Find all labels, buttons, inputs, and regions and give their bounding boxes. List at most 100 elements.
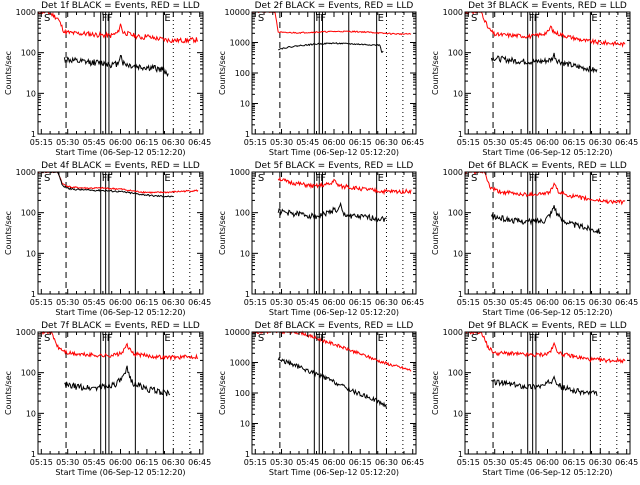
x-tick-label: 06:45	[401, 298, 424, 307]
y-tick-label: 1	[458, 450, 463, 459]
y-tick-label: 1000	[16, 8, 36, 17]
event-marker-label: F	[315, 13, 321, 24]
x-tick-label: 06:15	[349, 298, 372, 307]
event-marker-label: E	[378, 333, 384, 344]
y-axis-label: Counts/sec	[431, 371, 440, 415]
y-tick-label: 100	[448, 209, 463, 218]
x-tick-label: 05:45	[83, 458, 106, 467]
chart-title: Det 6f BLACK = Events, RED = LLD	[468, 161, 627, 171]
series-events-line	[490, 205, 601, 234]
x-axis-label: Start Time (06-Sep-12 05:12:20)	[482, 148, 612, 157]
y-tick-label: 10	[26, 89, 36, 98]
y-tick-label: 100	[21, 49, 36, 58]
y-tick-label: 100	[21, 369, 36, 378]
event-marker-label: E	[591, 13, 597, 24]
plot-frame	[251, 11, 417, 135]
x-tick-label: 06:15	[135, 138, 158, 147]
chart-title: Det 8f BLACK = Events, RED = LLD	[255, 321, 414, 331]
x-tick-label: 06:00	[536, 458, 559, 467]
chart-title: Det 4f BLACK = Events, RED = LLD	[41, 161, 200, 171]
x-tick-label: 06:30	[162, 458, 185, 467]
x-axis-label: Start Time (06-Sep-12 05:12:20)	[482, 308, 612, 317]
event-marker-label: E	[164, 333, 170, 344]
x-tick-label: 06:30	[162, 138, 185, 147]
event-marker-label: E	[591, 333, 597, 344]
x-tick-label: 06:45	[401, 138, 424, 147]
x-tick-label: 05:30	[270, 298, 293, 307]
x-axis-label: Start Time (06-Sep-12 05:12:20)	[269, 148, 399, 157]
y-tick-label: 1000	[230, 168, 250, 177]
y-axis-label: Counts/sec	[4, 211, 13, 255]
x-tick-label: 06:00	[536, 138, 559, 147]
x-tick-label: 06:15	[349, 138, 372, 147]
x-tick-label: 05:15	[30, 298, 53, 307]
event-marker-label: E	[378, 173, 384, 184]
x-tick-label: 06:15	[562, 138, 585, 147]
y-tick-label: 1000	[16, 328, 36, 337]
x-tick-label: 06:45	[188, 298, 211, 307]
x-tick-label: 05:45	[296, 138, 319, 147]
y-tick-label: 1	[245, 130, 250, 139]
event-marker-label: F	[107, 173, 113, 184]
event-marker-label: F	[102, 333, 108, 344]
series-lld-line	[277, 176, 412, 196]
y-tick-label: 1000	[443, 328, 463, 337]
event-marker-label: F	[102, 13, 108, 24]
x-tick-label: 06:00	[322, 458, 345, 467]
x-tick-label: 06:30	[375, 138, 398, 147]
y-tick-label: 1000	[16, 168, 36, 177]
x-tick-label: 05:45	[83, 298, 106, 307]
y-tick-label: 10	[26, 409, 36, 418]
x-tick-label: 05:15	[457, 298, 480, 307]
plot-frame	[37, 171, 204, 295]
x-axis-label: Start Time (06-Sep-12 05:12:20)	[269, 468, 399, 477]
event-marker-label: F	[107, 333, 113, 344]
chart-title: Det 2f BLACK = Events, RED = LLD	[255, 1, 414, 11]
y-tick-label: 100	[448, 369, 463, 378]
y-tick-label: 1	[458, 130, 463, 139]
series-lld-line	[465, 331, 626, 364]
x-tick-label: 05:30	[270, 458, 293, 467]
x-tick-label: 05:15	[244, 298, 267, 307]
x-tick-label: 06:45	[615, 298, 638, 307]
y-axis-label: Counts/sec	[218, 51, 227, 95]
event-marker-label: E	[378, 13, 384, 24]
y-tick-label: 100	[235, 209, 250, 218]
chart-title: Det 5f BLACK = Events, RED = LLD	[255, 161, 414, 171]
event-marker-label: S	[471, 333, 477, 344]
event-marker-label: S	[471, 13, 477, 24]
y-axis-label: Counts/sec	[218, 371, 227, 415]
x-tick-label: 05:30	[483, 458, 506, 467]
event-marker-label: F	[320, 13, 326, 24]
x-tick-label: 06:30	[375, 458, 398, 467]
x-tick-label: 06:15	[135, 298, 158, 307]
x-tick-label: 06:45	[188, 138, 211, 147]
x-tick-label: 05:15	[244, 458, 267, 467]
event-marker-label: F	[529, 13, 535, 24]
series-events-line	[64, 365, 171, 397]
chart-title: Det 3f BLACK = Events, RED = LLD	[468, 1, 627, 11]
event-marker-label: E	[164, 13, 170, 24]
y-tick-label: 10	[240, 420, 250, 429]
y-tick-label: 1000	[230, 359, 250, 368]
series-lld-line	[464, 11, 626, 48]
x-tick-label: 06:45	[615, 138, 638, 147]
y-tick-label: 100	[235, 389, 250, 398]
series-lld-line	[251, 330, 412, 372]
event-marker-label: S	[44, 173, 50, 184]
series-lld-line	[37, 330, 199, 362]
event-marker-label: S	[258, 333, 264, 344]
x-tick-label: 05:45	[296, 458, 319, 467]
y-axis-label: Counts/sec	[4, 51, 13, 95]
x-tick-label: 06:30	[589, 138, 612, 147]
x-tick-label: 05:30	[483, 298, 506, 307]
x-tick-label: 06:15	[562, 298, 585, 307]
x-tick-label: 06:00	[322, 138, 345, 147]
event-marker-label: F	[102, 173, 108, 184]
y-tick-label: 100	[448, 49, 463, 58]
x-tick-label: 06:30	[589, 458, 612, 467]
x-tick-label: 05:15	[30, 458, 53, 467]
x-tick-label: 06:45	[615, 458, 638, 467]
event-marker-label: F	[107, 13, 113, 24]
x-tick-label: 06:00	[109, 458, 132, 467]
